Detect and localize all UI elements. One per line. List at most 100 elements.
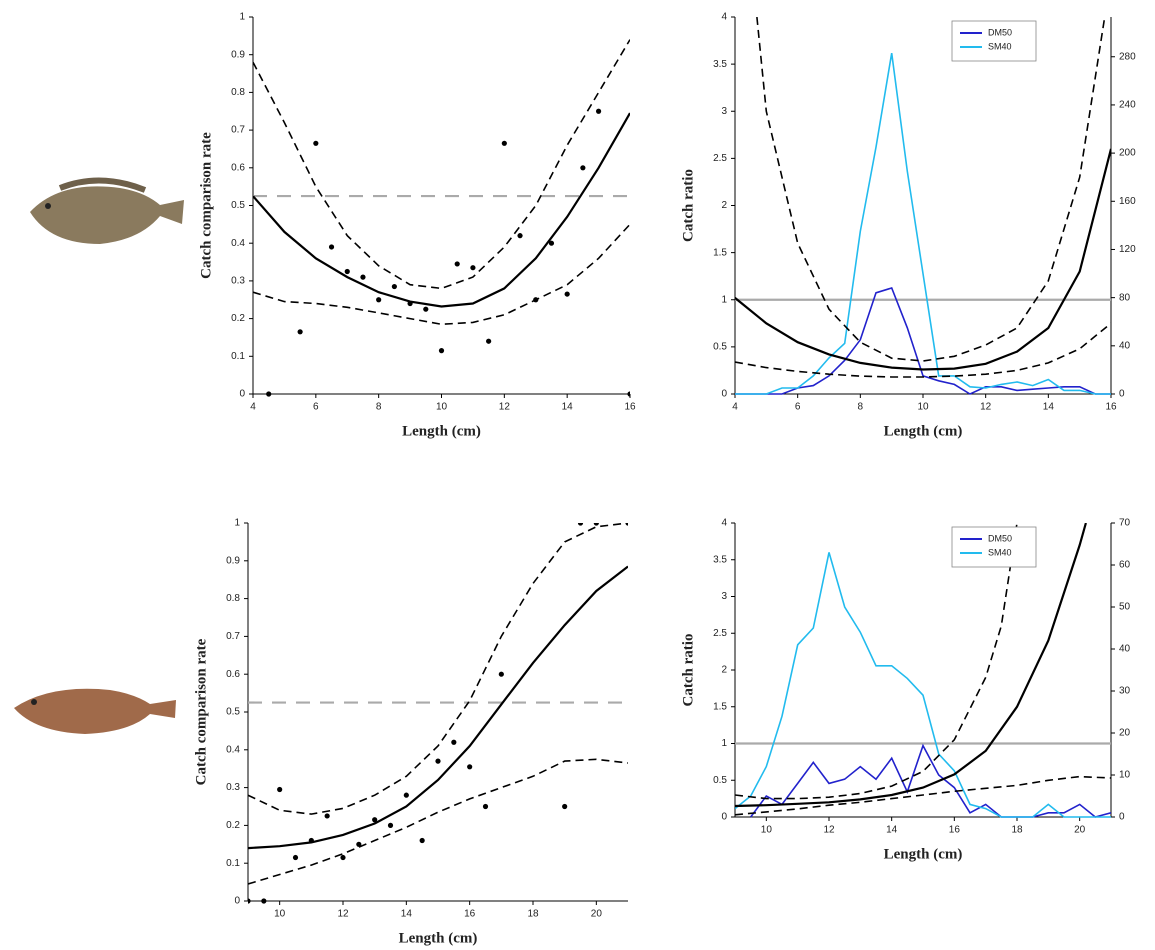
data-point xyxy=(593,523,599,526)
data-point xyxy=(435,758,441,764)
data-point xyxy=(467,764,473,770)
data-point xyxy=(266,391,272,397)
y2-tick-label: 120 xyxy=(1119,244,1136,255)
data-point xyxy=(454,261,460,267)
y-tick-label: 0 xyxy=(721,812,727,823)
data-point xyxy=(482,803,489,810)
confidence-line xyxy=(735,322,1111,378)
data-point xyxy=(562,803,568,810)
data-point xyxy=(419,837,425,844)
y-tick-label: 3 xyxy=(721,591,727,602)
y-tick-label: 0.5 xyxy=(226,707,240,718)
y-tick-label: 0.2 xyxy=(231,313,245,324)
series-line xyxy=(750,743,1111,818)
data-point xyxy=(292,854,299,861)
data-point xyxy=(360,274,366,280)
x-tick-label: 6 xyxy=(795,402,801,413)
data-point xyxy=(486,338,492,344)
y-tick-label: 1 xyxy=(721,294,727,305)
plot-area xyxy=(253,39,630,397)
x-tick-label: 10 xyxy=(917,402,929,413)
x-axis-label: Length (cm) xyxy=(402,423,481,439)
data-point xyxy=(498,671,504,677)
fit-line xyxy=(735,523,1087,808)
y-tick-label: 0.8 xyxy=(226,593,240,604)
y2-tick-label: 160 xyxy=(1119,196,1136,207)
data-point xyxy=(248,898,251,904)
y-tick-label: 0 xyxy=(239,389,245,400)
y-axis-label: Catch ratio xyxy=(680,169,696,242)
data-point xyxy=(595,108,602,114)
confidence-line xyxy=(253,223,630,326)
x-tick-label: 20 xyxy=(591,909,603,920)
y-tick-label: 0.2 xyxy=(226,820,240,831)
x-tick-label: 16 xyxy=(464,909,476,920)
data-point xyxy=(372,817,378,823)
x-tick-label: 16 xyxy=(949,825,961,836)
y-tick-label: 0.7 xyxy=(231,125,245,136)
y-tick-label: 2.5 xyxy=(713,153,727,164)
y-tick-label: 0.3 xyxy=(231,276,245,287)
data-point xyxy=(501,140,507,146)
x-tick-label: 4 xyxy=(250,402,256,413)
x-axis-label: Length (cm) xyxy=(884,423,963,439)
plot-area xyxy=(735,523,1111,818)
data-point xyxy=(451,739,457,745)
y2-tick-label: 240 xyxy=(1119,100,1136,111)
y-tick-label: 2.5 xyxy=(713,628,727,639)
y-tick-label: 0.8 xyxy=(231,87,245,98)
y2-tick-label: 30 xyxy=(1119,686,1131,697)
y-axis-label: Catch comparison rate xyxy=(193,638,209,785)
data-point xyxy=(340,854,346,861)
x-tick-label: 16 xyxy=(1105,402,1117,413)
x-tick-label: 12 xyxy=(337,909,349,920)
y-tick-label: 2 xyxy=(721,665,727,676)
x-tick-label: 12 xyxy=(823,825,835,836)
fit-line xyxy=(253,112,630,308)
fit-line xyxy=(735,148,1111,371)
chart-panel: 00.10.20.30.40.50.60.70.80.914 6 8 10 12 14 16… xyxy=(198,12,636,440)
y2-tick-label: 70 xyxy=(1119,518,1131,529)
y-tick-label: 0.9 xyxy=(226,555,240,566)
data-point xyxy=(261,898,267,904)
y-tick-label: 3.5 xyxy=(713,554,727,565)
y-tick-label: 1 xyxy=(721,738,727,749)
data-point xyxy=(423,306,429,312)
plot-area xyxy=(248,523,628,904)
y-tick-label: 0.5 xyxy=(231,200,245,211)
series-line xyxy=(735,52,1111,395)
chart-panel: 0 0.1 0.2 0.3 0.4 0.5 0.6 0.7 0.8 0.9 1 10 12 14 16 18 2… xyxy=(193,518,628,946)
x-tick-label: 4 xyxy=(732,402,738,413)
fish-icon xyxy=(30,177,184,244)
y-tick-label: 0.5 xyxy=(713,342,727,353)
data-point xyxy=(627,391,630,397)
y-tick-label: 2 xyxy=(721,200,727,211)
data-point xyxy=(564,291,570,297)
data-point xyxy=(407,300,413,307)
x-tick-label: 8 xyxy=(376,402,382,413)
data-point xyxy=(328,244,335,250)
x-tick-label: 16 xyxy=(624,402,636,413)
x-tick-label: 8 xyxy=(858,402,864,413)
y2-tick-label: 0 xyxy=(1119,812,1125,823)
data-point xyxy=(533,297,539,303)
y2-tick-label: 10 xyxy=(1119,770,1131,781)
data-point xyxy=(470,265,476,271)
x-axis-label: Length (cm) xyxy=(884,846,963,862)
x-tick-label: 18 xyxy=(1011,825,1023,836)
x-axis-label: Length (cm) xyxy=(399,930,478,946)
x-tick-label: 18 xyxy=(527,909,539,920)
legend-label: SM40 xyxy=(988,547,1012,557)
x-tick-label: 12 xyxy=(980,402,992,413)
x-tick-label: 6 xyxy=(313,402,319,413)
y-tick-label: 0.9 xyxy=(231,49,245,60)
confidence-line xyxy=(735,775,1111,816)
data-point xyxy=(324,813,330,819)
legend: DM50 SM40 xyxy=(951,20,1037,62)
data-point xyxy=(376,297,382,303)
y-tick-label: 1 xyxy=(234,518,240,529)
series-line xyxy=(735,287,1111,395)
y2-tick-label: 200 xyxy=(1119,148,1136,159)
